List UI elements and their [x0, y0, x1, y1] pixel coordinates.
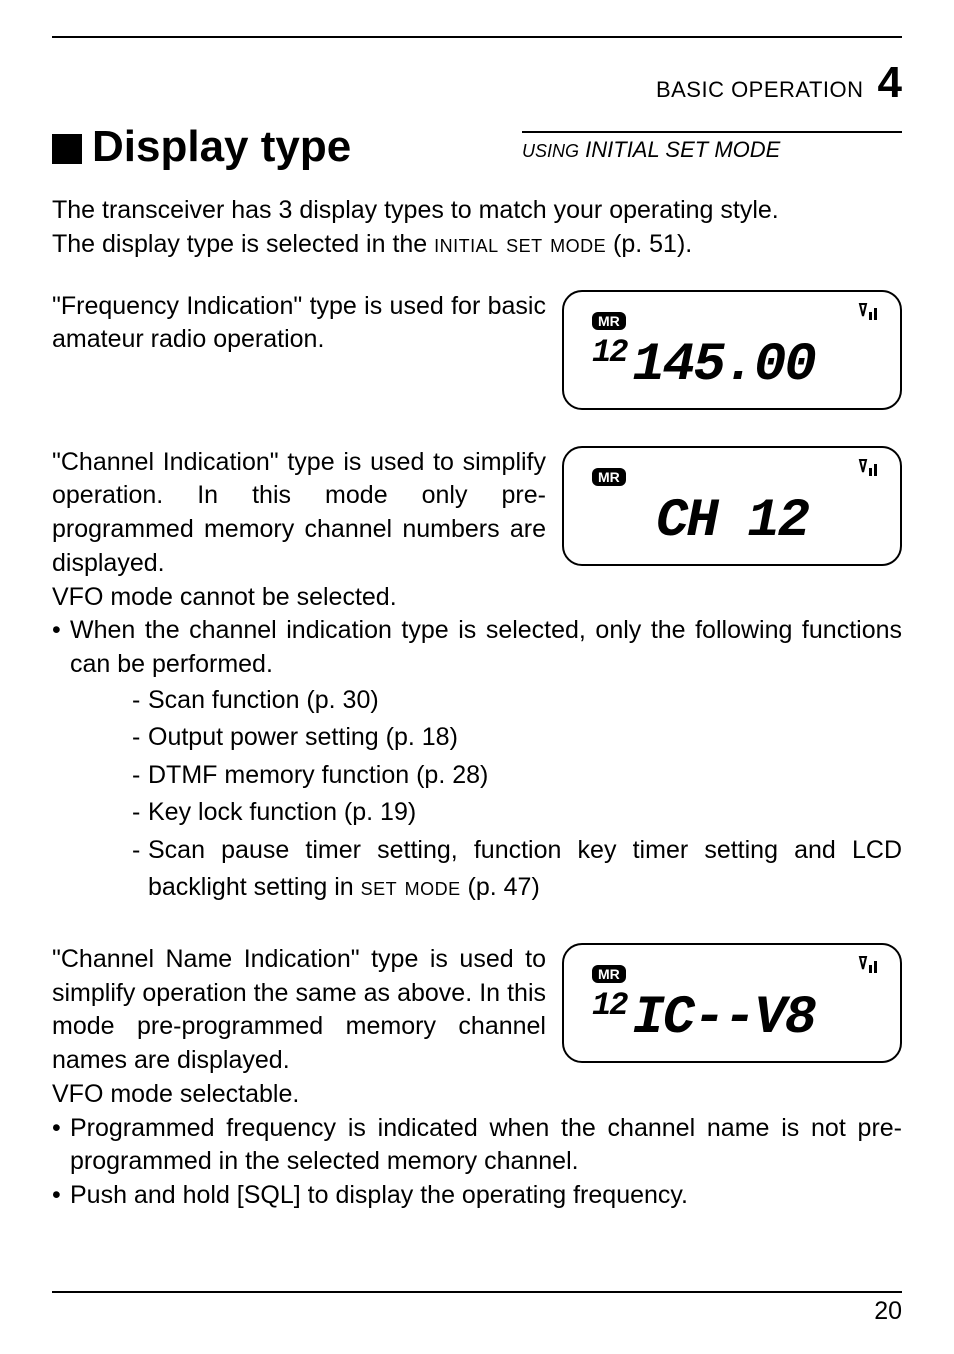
name-bullet: • Programmed frequency is indicated when…	[52, 1112, 902, 1180]
intro-line1: The transceiver has 3 display types to m…	[52, 194, 902, 228]
lcd-frequency: MR 12145.00	[562, 290, 902, 410]
list-item: -Scan pause timer setting, function key …	[132, 832, 902, 907]
name-after: VFO mode selectable.	[52, 1078, 902, 1112]
lcd-chan-display: CH 12	[592, 491, 872, 552]
lcd-freq-display: 12145.00	[592, 335, 872, 396]
top-rule	[52, 36, 902, 38]
frequency-indication-block: "Frequency Indication" type is used for …	[52, 290, 902, 410]
lcd-name-display: 12IC--V8	[592, 988, 872, 1049]
mr-badge: MR	[592, 965, 626, 983]
header-section-label: BASIC OPERATION	[656, 77, 864, 103]
antenna-icon	[854, 302, 882, 331]
page-header: BASIC OPERATION 4	[52, 58, 902, 108]
title-text: Display type	[92, 122, 351, 172]
name-desc: "Channel Name Indication" type is used t…	[52, 943, 546, 1078]
lcd-channel-name: MR 12IC--V8	[562, 943, 902, 1063]
mr-badge: MR	[592, 312, 626, 330]
intro-line2: The display type is selected in the init…	[52, 228, 902, 262]
chan-bullet: • When the channel indication type is se…	[52, 614, 902, 682]
footer-rule	[52, 1291, 902, 1293]
list-item: -Key lock function (p. 19)	[132, 794, 902, 832]
freq-desc: "Frequency Indication" type is used for …	[52, 290, 546, 358]
lcd-channel: MR CH 12	[562, 446, 902, 566]
chan-after: VFO mode cannot be selected.	[52, 581, 902, 615]
mr-badge: MR	[592, 468, 626, 486]
header-chapter-number: 4	[878, 58, 902, 108]
mode-ref-using: USING	[522, 141, 579, 161]
list-item: -Output power setting (p. 18)	[132, 719, 902, 757]
chan-desc: "Channel Indication" type is used to sim…	[52, 446, 546, 581]
mode-ref-mode: INITIAL SET MODE	[585, 137, 780, 162]
antenna-icon	[854, 955, 882, 984]
mode-reference: USING INITIAL SET MODE	[522, 131, 902, 163]
list-item: -Scan function (p. 30)	[132, 682, 902, 720]
title-square-icon	[52, 134, 82, 164]
list-item: -DTMF memory function (p. 28)	[132, 757, 902, 795]
intro-paragraph: The transceiver has 3 display types to m…	[52, 194, 902, 262]
title-row: Display type USING INITIAL SET MODE	[52, 122, 902, 172]
chan-sublist: -Scan function (p. 30) -Output power set…	[52, 682, 902, 907]
page-footer: 20	[52, 1291, 902, 1326]
page-number: 20	[52, 1297, 902, 1326]
name-bullet: • Push and hold [SQL] to display the ope…	[52, 1179, 902, 1213]
section-title: Display type	[52, 122, 351, 172]
channel-name-indication-block: "Channel Name Indication" type is used t…	[52, 943, 902, 1213]
antenna-icon	[854, 458, 882, 487]
channel-indication-block: "Channel Indication" type is used to sim…	[52, 446, 902, 907]
